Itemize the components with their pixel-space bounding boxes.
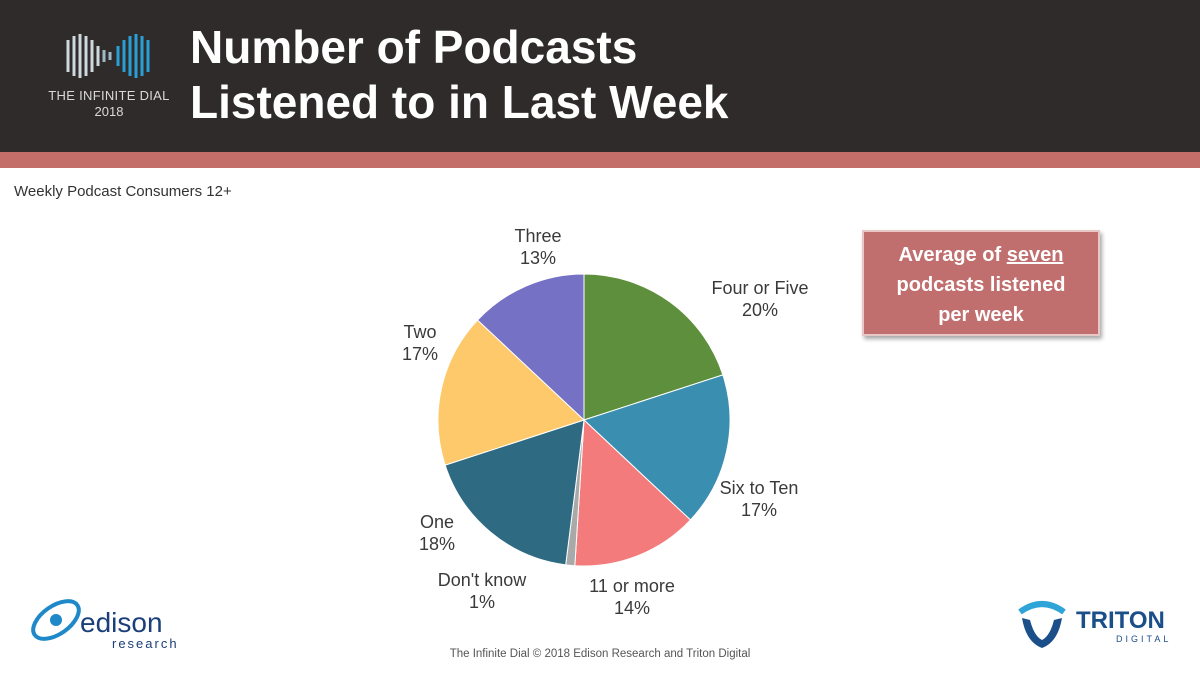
slice-label-one: One	[420, 512, 454, 532]
callout-line-3: per week	[938, 304, 1024, 326]
callout-line-1: Average of seven	[864, 240, 1098, 270]
slice-value-two: 17%	[402, 344, 438, 364]
slice-label-11-or-more: 11 or more	[589, 576, 675, 596]
edison-orbit-icon	[31, 599, 81, 641]
slice-label-six-to-ten: Six to Ten	[720, 478, 799, 498]
edison-wordmark: edison	[80, 607, 163, 638]
average-callout: Average of seven podcasts listened per w…	[862, 230, 1100, 336]
footer-copyright: The Infinite Dial © 2018 Edison Research…	[449, 648, 751, 660]
pie-slice-11-or-more	[574, 418, 692, 567]
slice-value-one: 18%	[419, 534, 455, 554]
pie-slice-four-or-five	[583, 273, 724, 421]
slice-value-three: 13%	[520, 248, 556, 268]
pie-slice-one	[444, 419, 585, 566]
page-title: Number of Podcasts Listened to in Last W…	[190, 20, 830, 130]
infinite-dial-logo-icon	[66, 34, 150, 78]
callout-emphasis: seven	[1006, 244, 1064, 266]
slice-label-four-or-five: Four or Five	[711, 278, 808, 298]
brand-year: 2018	[94, 104, 124, 119]
slice-value-six-to-ten: 17%	[741, 500, 777, 520]
triton-digital-logo: TRITON DIGITAL	[1018, 601, 1171, 648]
callout-prefix: Average of	[898, 244, 1002, 266]
triton-swirl-icon	[1018, 601, 1066, 615]
slice-label-three: Three	[514, 226, 561, 246]
triton-wordmark: TRITON	[1076, 607, 1165, 634]
slice-label-two: Two	[403, 322, 436, 342]
header-stripe	[0, 152, 1200, 168]
callout-line-2: podcasts listened	[896, 274, 1066, 296]
title-line-2: Listened to in Last Week	[190, 76, 729, 128]
edison-dot-icon	[50, 614, 62, 626]
pie-slice-two	[437, 319, 585, 466]
edison-research-logo: edison research	[31, 599, 176, 651]
triton-subtext: DIGITAL	[1116, 634, 1171, 644]
pie-slice-six-to-ten	[583, 374, 731, 521]
title-line-1: Number of Podcasts	[190, 21, 638, 73]
edison-subtext: research	[112, 636, 176, 651]
pie-slice-three	[476, 273, 585, 422]
brand-name: THE INFINITE DIAL	[48, 88, 170, 103]
slice-value-four-or-five: 20%	[742, 300, 778, 320]
header-bar	[0, 0, 1200, 152]
slice-label-don-t-know: Don't know	[438, 570, 527, 590]
slice-value-11-or-more: 14%	[614, 598, 650, 618]
slice-value-don-t-know: 1%	[469, 592, 495, 612]
chart-subtitle: Weekly Podcast Consumers 12+	[14, 183, 232, 200]
